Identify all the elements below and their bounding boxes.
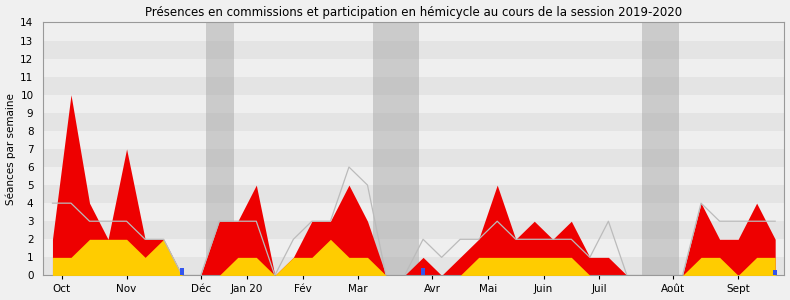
- Bar: [43, 58, 784, 77]
- Bar: [773, 270, 777, 275]
- Bar: [43, 257, 784, 275]
- Bar: [43, 113, 784, 131]
- Bar: [373, 22, 419, 275]
- Bar: [206, 22, 234, 275]
- Bar: [180, 268, 185, 275]
- Bar: [641, 22, 679, 275]
- Bar: [43, 221, 784, 239]
- Bar: [43, 203, 784, 221]
- Title: Présences en commissions et participation en hémicycle au cours de la session 20: Présences en commissions et participatio…: [145, 6, 683, 19]
- Bar: [43, 22, 784, 40]
- Bar: [43, 131, 784, 149]
- Bar: [43, 167, 784, 185]
- Bar: [43, 239, 784, 257]
- Bar: [43, 95, 784, 113]
- Bar: [43, 40, 784, 58]
- Bar: [43, 185, 784, 203]
- Bar: [421, 268, 425, 275]
- Bar: [43, 77, 784, 95]
- Bar: [43, 149, 784, 167]
- Y-axis label: Séances par semaine: Séances par semaine: [6, 93, 16, 205]
